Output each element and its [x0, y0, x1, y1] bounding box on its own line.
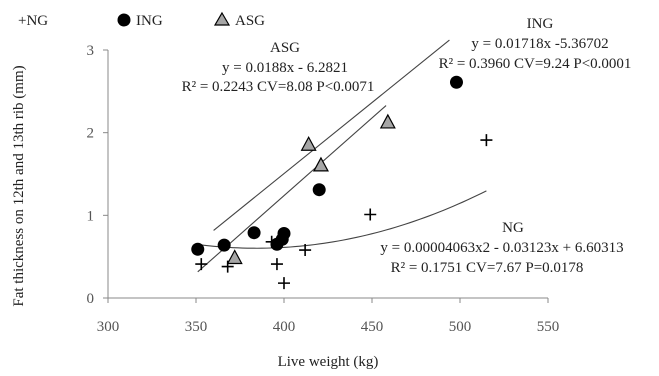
- point-asg: [312, 156, 329, 172]
- x-tick-label: 550: [537, 319, 560, 335]
- asg-stats: R² = 0.2243 CV=8.08 P<0.0071: [182, 79, 375, 95]
- x-tick-label: 500: [449, 319, 472, 335]
- x-axis-title: Live weight (kg): [278, 354, 379, 370]
- point-ng: [364, 208, 377, 221]
- y-tick-label: 1: [87, 208, 95, 224]
- trendline-ing: [213, 39, 450, 231]
- x-tick-label: 400: [273, 319, 296, 335]
- ng-stats: R² = 0.1751 CV=7.67 P=0.0178: [391, 260, 584, 276]
- y-tick-label: 2: [87, 126, 95, 142]
- asg-equation: y = 0.0188x - 6.2821: [222, 60, 348, 76]
- legend-entry-ing: ING: [136, 13, 163, 29]
- point-ng: [270, 258, 283, 271]
- y-tick-label: 3: [87, 43, 95, 59]
- legend-marker-ing: [117, 13, 131, 27]
- legend-entry-ng: +NG: [18, 13, 48, 29]
- ng-equation: y = 0.00004063x2 - 0.03123x + 6.60313: [380, 240, 623, 256]
- legend-marker-asg: [213, 11, 231, 26]
- point-ng: [278, 277, 290, 290]
- x-ticks: 300 350 400 450 500 550: [97, 298, 560, 335]
- point-ing: [449, 75, 463, 89]
- point-ng: [480, 134, 493, 147]
- point-ing: [191, 242, 205, 256]
- y-axis-title: Fat thickness on 12th and 13th rib (mm): [11, 65, 27, 306]
- y-ticks: 0 1 2 3: [87, 43, 108, 307]
- x-tick-label: 450: [361, 319, 384, 335]
- point-asg: [226, 249, 243, 265]
- point-ing: [312, 183, 326, 197]
- legend-entry-asg: ASG: [235, 13, 265, 29]
- point-ing: [247, 226, 261, 240]
- point-asg: [300, 135, 317, 151]
- ing-equation: y = 0.01718x -5.36702: [471, 36, 608, 52]
- ing-label: ING: [527, 16, 554, 32]
- asg-label: ASG: [270, 40, 300, 56]
- x-tick-label: 300: [97, 319, 120, 335]
- point-ng: [299, 244, 312, 257]
- x-tick-label: 350: [185, 319, 208, 335]
- point-ing: [217, 238, 231, 252]
- point-ing: [277, 227, 291, 241]
- legend: +NG ING ASG: [18, 11, 265, 29]
- ng-label: NG: [502, 220, 524, 236]
- ing-stats: R² = 0.3960 CV=9.24 P<0.0001: [439, 56, 632, 72]
- data-points: [191, 75, 493, 290]
- axes: 300 350 400 450 500 550 0 1 2 3 Live weight (kg)…: [11, 43, 559, 370]
- trendline-ng: [199, 190, 487, 249]
- point-asg: [379, 113, 396, 129]
- y-tick-label: 0: [87, 291, 95, 307]
- point-ng: [195, 258, 208, 271]
- equation-annotations: ASG y = 0.0188x - 6.2821 R² = 0.2243 CV=…: [182, 16, 632, 276]
